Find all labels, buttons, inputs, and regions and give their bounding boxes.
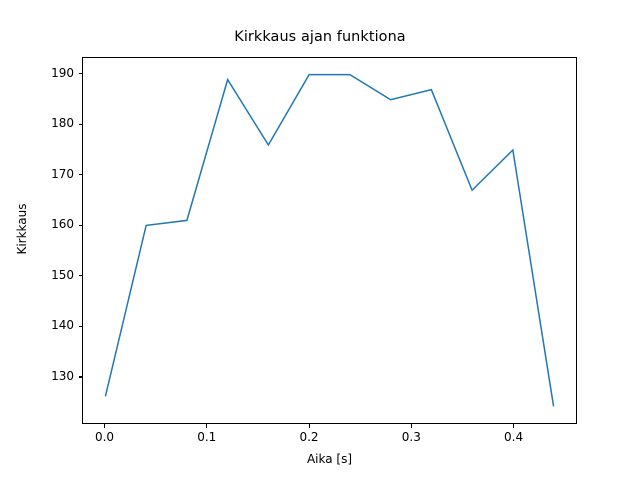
y-tick-mark	[78, 174, 82, 176]
data-line-svg	[104, 73, 555, 407]
y-axis-label: Kirkkaus	[15, 203, 29, 255]
x-tick-label: 0.2	[299, 430, 319, 444]
y-tick-label: 130	[51, 368, 74, 383]
x-tick-label: 0.3	[401, 430, 421, 444]
chart-title: Kirkkaus ajan funktiona	[234, 29, 406, 45]
y-tick-label: 140	[51, 318, 74, 333]
x-axis-label: Aika [s]	[306, 452, 353, 466]
x-tick-mark	[104, 424, 106, 428]
y-tick-label: 150	[51, 267, 74, 282]
x-tick-mark	[513, 424, 515, 428]
x-tick-mark	[410, 424, 412, 428]
plot-area	[82, 57, 577, 424]
y-tick-mark	[78, 325, 82, 327]
y-tick-label: 170	[51, 166, 74, 181]
y-tick-label: 190	[51, 65, 74, 80]
y-tick-mark	[78, 123, 82, 125]
y-tick-label: 180	[51, 116, 74, 131]
y-tick-mark	[78, 73, 82, 75]
data-series-line	[104, 73, 555, 407]
y-tick-label: 160	[51, 217, 74, 232]
x-tick-label: 0.4	[504, 430, 524, 444]
x-tick-label: 0.1	[197, 430, 217, 444]
x-tick-mark	[308, 424, 310, 428]
x-tick-label: 0.0	[94, 430, 115, 444]
x-tick-mark	[206, 424, 208, 428]
y-tick-mark	[78, 376, 82, 378]
y-tick-mark	[78, 224, 82, 226]
y-tick-mark	[78, 275, 82, 277]
